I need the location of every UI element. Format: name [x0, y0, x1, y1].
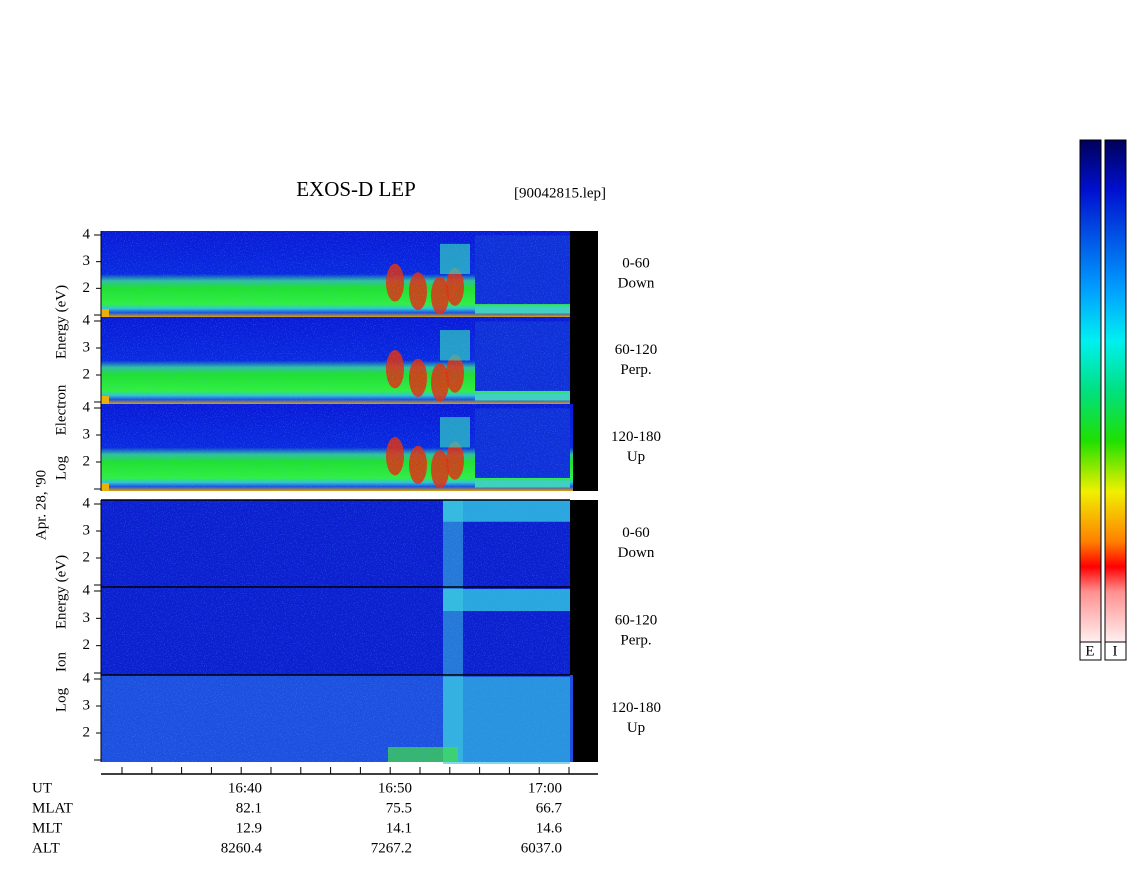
- panel-direction: Down: [618, 545, 655, 561]
- panel-range: 120-180: [611, 429, 661, 445]
- speckle: [101, 500, 570, 587]
- tick-label: 4: [83, 312, 91, 328]
- tick-label: 3: [83, 426, 91, 442]
- tick-label: 3: [83, 339, 91, 355]
- tick-label: 4: [83, 226, 91, 242]
- panel-direction: Perp.: [620, 362, 651, 378]
- panel-range: 0-60: [622, 255, 650, 271]
- axis-label: Energy (eV): [53, 555, 69, 629]
- axis-label: Ion: [53, 652, 69, 672]
- row-value: 12.9: [236, 820, 262, 836]
- panel-range: 60-120: [615, 612, 658, 628]
- row-value: 75.5: [386, 800, 412, 816]
- row-value: 8260.4: [221, 840, 263, 856]
- axis-label: Electron: [53, 384, 69, 435]
- tick-label: 4: [83, 670, 91, 686]
- date: Apr. 28, '90: [33, 470, 49, 540]
- time-label: 16:40: [228, 780, 262, 796]
- speckle: [101, 404, 570, 491]
- row-name: MLT: [32, 820, 62, 836]
- row-value: 6037.0: [521, 840, 562, 856]
- colorbar-label: I: [1113, 643, 1118, 659]
- tick-label: 4: [83, 399, 91, 415]
- colorbar-e: [1079, 139, 1102, 643]
- panel-direction: Up: [627, 720, 645, 736]
- speckle: [101, 231, 570, 317]
- tick-label: 3: [83, 697, 91, 713]
- axis-label: Log: [53, 687, 69, 712]
- speckle: [101, 317, 570, 404]
- file-name: [90042815.lep]: [514, 185, 606, 201]
- tick-label: 2: [83, 453, 91, 469]
- colorbar-label-box: [1104, 641, 1127, 661]
- panel-direction: Down: [618, 275, 655, 291]
- tick-label: 2: [83, 280, 91, 296]
- tick-label: 3: [83, 253, 91, 269]
- panel-range: 120-180: [611, 700, 661, 716]
- row-value: 7267.2: [371, 840, 412, 856]
- row-name: UT: [32, 780, 52, 796]
- row-name: ALT: [32, 840, 60, 856]
- title: EXOS-D LEP: [296, 177, 416, 201]
- row-name: MLAT: [32, 800, 73, 816]
- colorbar-i: [1104, 139, 1127, 643]
- tick-label: 2: [83, 366, 91, 382]
- axis-label: Energy (eV): [53, 285, 69, 359]
- panel-direction: Perp.: [620, 632, 651, 648]
- tick-label: 2: [83, 724, 91, 740]
- tick-label: 2: [83, 637, 91, 653]
- row-value: 14.6: [536, 820, 563, 836]
- spectrograms: 2 3 4 0-60 Down 2 3 4 60-120 Perp. 2 3 4 120-180 Up Log…: [32, 226, 661, 856]
- row-value: 66.7: [536, 800, 563, 816]
- tick-label: 4: [83, 495, 91, 511]
- panel-direction: Up: [627, 449, 645, 465]
- tick-label: 4: [83, 582, 91, 598]
- time-label: 17:00: [528, 780, 562, 796]
- axis-label: Log: [53, 455, 69, 480]
- tick-label: 3: [83, 522, 91, 538]
- colorbar-label: E: [1085, 643, 1094, 659]
- speckle: [101, 675, 570, 762]
- panel-range: 0-60: [622, 525, 650, 541]
- speckle: [101, 587, 570, 675]
- panel-range: 60-120: [615, 342, 658, 358]
- time-label: 16:50: [378, 780, 412, 796]
- row-value: 14.1: [386, 820, 412, 836]
- colorbar-label-box: [1079, 641, 1102, 661]
- tick-label: 2: [83, 549, 91, 565]
- row-value: 82.1: [236, 800, 262, 816]
- tick-label: 3: [83, 610, 91, 626]
